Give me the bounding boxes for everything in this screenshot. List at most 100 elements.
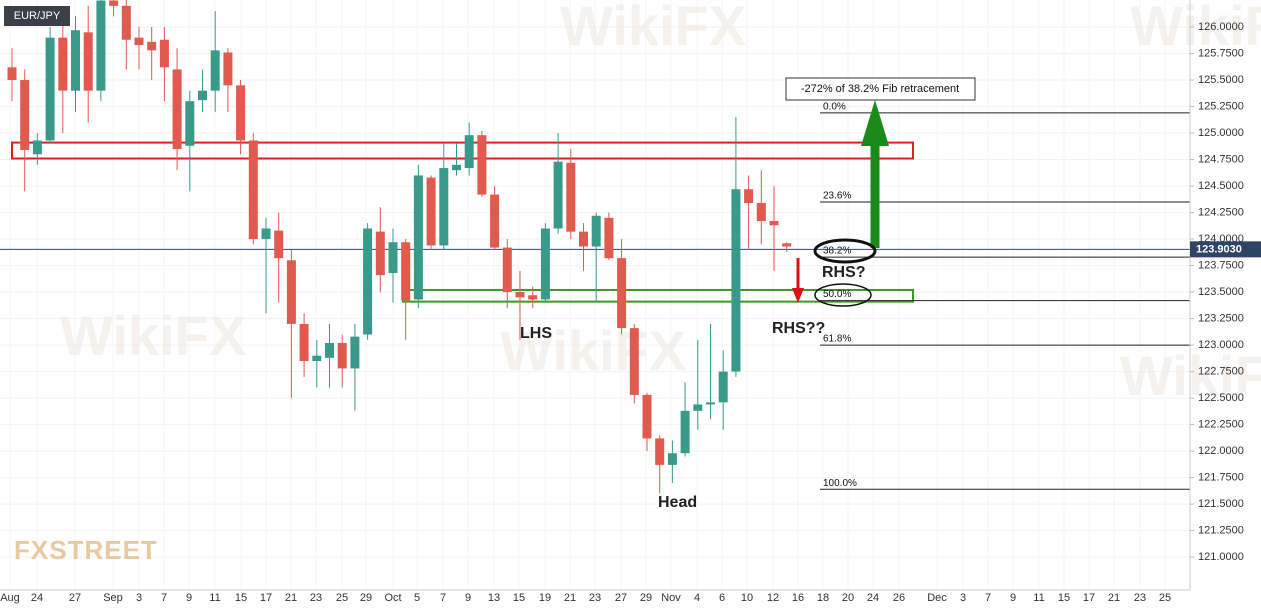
- x-tick-label: 9: [465, 592, 471, 604]
- x-tick-label: 24: [31, 592, 43, 604]
- candle-body: [58, 37, 68, 91]
- candle-body: [350, 336, 360, 369]
- candle-body: [718, 371, 728, 403]
- x-tick-label: 15: [513, 592, 525, 604]
- x-tick-label: 10: [741, 592, 753, 604]
- candle-body: [71, 30, 80, 91]
- y-tick-label: 125.5000: [1198, 74, 1244, 86]
- candle-body: [413, 175, 423, 300]
- annotation-box: [785, 77, 976, 101]
- candle-body: [706, 402, 715, 405]
- candle-body: [363, 228, 373, 335]
- logo: FXSTREET: [14, 535, 158, 565]
- candle-body: [579, 231, 588, 247]
- x-tick-label: 29: [640, 592, 652, 604]
- candle-body: [147, 41, 157, 51]
- candle-body: [286, 260, 296, 324]
- candle-body: [617, 258, 627, 329]
- x-tick-label: 21: [1108, 592, 1120, 604]
- candle-body: [45, 37, 55, 141]
- candle-body: [96, 0, 106, 91]
- candle-body: [185, 101, 195, 146]
- watermark: WikiFX: [560, 0, 746, 57]
- candle-body: [32, 140, 42, 155]
- x-tick-label: 17: [1083, 592, 1095, 604]
- y-tick-label: 125.0000: [1198, 127, 1244, 139]
- y-tick-label: 124.7500: [1198, 153, 1244, 165]
- candle-body: [159, 39, 169, 68]
- fib-label: 50.0%: [823, 289, 851, 300]
- x-tick-label: 29: [360, 592, 372, 604]
- x-tick-label: 25: [1159, 592, 1171, 604]
- x-tick-label: 19: [539, 592, 551, 604]
- x-tick-label: 26: [893, 592, 905, 604]
- x-tick-label: Dec: [927, 592, 947, 604]
- candle-body: [693, 404, 703, 411]
- x-tick-label: 12: [767, 592, 779, 604]
- candle-body: [629, 328, 639, 395]
- x-tick-label: 16: [792, 592, 804, 604]
- candle-body: [172, 69, 182, 149]
- candle-body: [490, 194, 500, 248]
- x-tick-label: Aug: [0, 592, 20, 604]
- y-tick-label: 122.7500: [1198, 366, 1244, 378]
- x-tick-label: 23: [310, 592, 322, 604]
- y-tick-label: 125.7500: [1198, 47, 1244, 59]
- y-tick-label: 126.0000: [1198, 21, 1244, 33]
- fib-label: 38.2%: [823, 246, 851, 257]
- y-tick-label: 123.7500: [1198, 259, 1244, 271]
- pattern-label: RHS?: [822, 264, 866, 281]
- candle-body: [464, 135, 474, 169]
- price-tag: [1190, 241, 1261, 258]
- pattern-label: RHS??: [772, 320, 825, 337]
- fib-label: 100.0%: [823, 478, 857, 489]
- y-tick-label: 123.5000: [1198, 286, 1244, 298]
- x-tick-label: 7: [440, 592, 446, 604]
- y-tick-label: 123.2500: [1198, 312, 1244, 324]
- y-tick-label: 121.7500: [1198, 472, 1244, 484]
- x-tick-label: 25: [336, 592, 348, 604]
- candle-body: [312, 355, 322, 361]
- x-tick-label: Nov: [661, 592, 681, 604]
- candle-body: [274, 230, 284, 259]
- x-tick-label: 4: [694, 592, 700, 604]
- candle-body: [566, 162, 576, 232]
- x-tick-label: 9: [186, 592, 192, 604]
- candle-body: [756, 203, 766, 222]
- x-tick-label: 7: [985, 592, 991, 604]
- x-tick-label: 20: [842, 592, 854, 604]
- x-tick-label: 27: [615, 592, 627, 604]
- highlight-ellipse: [813, 238, 877, 264]
- y-tick-label: 121.5000: [1198, 498, 1244, 510]
- x-tick-label: 6: [719, 592, 725, 604]
- candle-body: [223, 52, 233, 86]
- x-tick-label: 3: [136, 592, 142, 604]
- candle-body: [20, 80, 30, 151]
- watermark: WikiFX: [1130, 0, 1261, 57]
- candle-body: [769, 221, 779, 226]
- x-tick-label: 21: [285, 592, 297, 604]
- candle-body: [401, 242, 411, 301]
- price-tag-label: 123.9030: [1196, 243, 1242, 255]
- x-tick-label: 23: [589, 592, 601, 604]
- y-tick-label: 122.5000: [1198, 392, 1244, 404]
- y-tick-label: 122.0000: [1198, 445, 1244, 457]
- candle-body: [731, 189, 741, 372]
- candles: [7, 0, 792, 494]
- candle-body: [604, 217, 614, 259]
- x-tick-label: 24: [867, 592, 879, 604]
- x-tick-label: 23: [1134, 592, 1146, 604]
- candle-body: [198, 90, 207, 101]
- x-tick-label: 15: [235, 592, 247, 604]
- candle-body: [744, 189, 754, 204]
- x-tick-label: 11: [1033, 592, 1044, 604]
- x-tick-label: 3: [960, 592, 966, 604]
- x-tick-label: Sep: [103, 592, 123, 604]
- pattern-label: LHS: [520, 325, 552, 342]
- candle-body: [540, 228, 550, 300]
- x-tick-label: 9: [1010, 592, 1016, 604]
- candle-body: [337, 342, 347, 369]
- candle-body: [248, 140, 258, 240]
- candle-body: [83, 32, 93, 91]
